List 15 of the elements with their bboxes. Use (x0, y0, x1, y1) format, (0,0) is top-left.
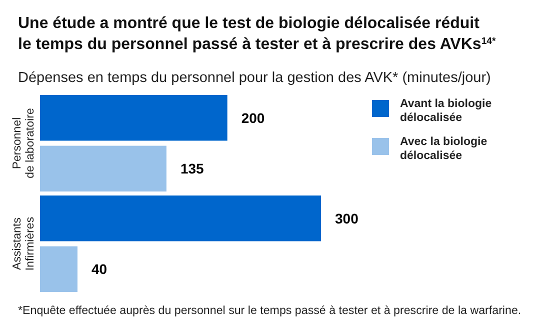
data-label: 300 (335, 210, 359, 226)
legend-label: Avant la biologie délocalisée (400, 98, 492, 124)
text: *Enquête effectuée auprès du personnel sur le temps passé à tester et à prescrire de la warfarine. (18, 304, 522, 317)
data-label: 135 (180, 160, 204, 177)
chart-subtitle: Dépenses en temps du personnel pour la gestion des AVK* (minutes/jour) (18, 70, 491, 86)
legend-label: Avec la biologie délocalisée (400, 136, 488, 162)
y-tick-label: Assistants Infirmières (12, 216, 36, 271)
chart-title: Une étude a montré que le test de biologie délocalisée réduit le temps du personnel passé à tester et à prescrire des AVKs$^{14*}$ (18, 15, 496, 53)
bar (40, 95, 228, 141)
y-tick-label: Personnel de laboratoire (12, 108, 36, 178)
data-label: 40 (91, 261, 108, 278)
data-label: 200 (241, 110, 265, 126)
bar (40, 146, 166, 192)
bar (40, 246, 78, 292)
bar (40, 196, 321, 242)
